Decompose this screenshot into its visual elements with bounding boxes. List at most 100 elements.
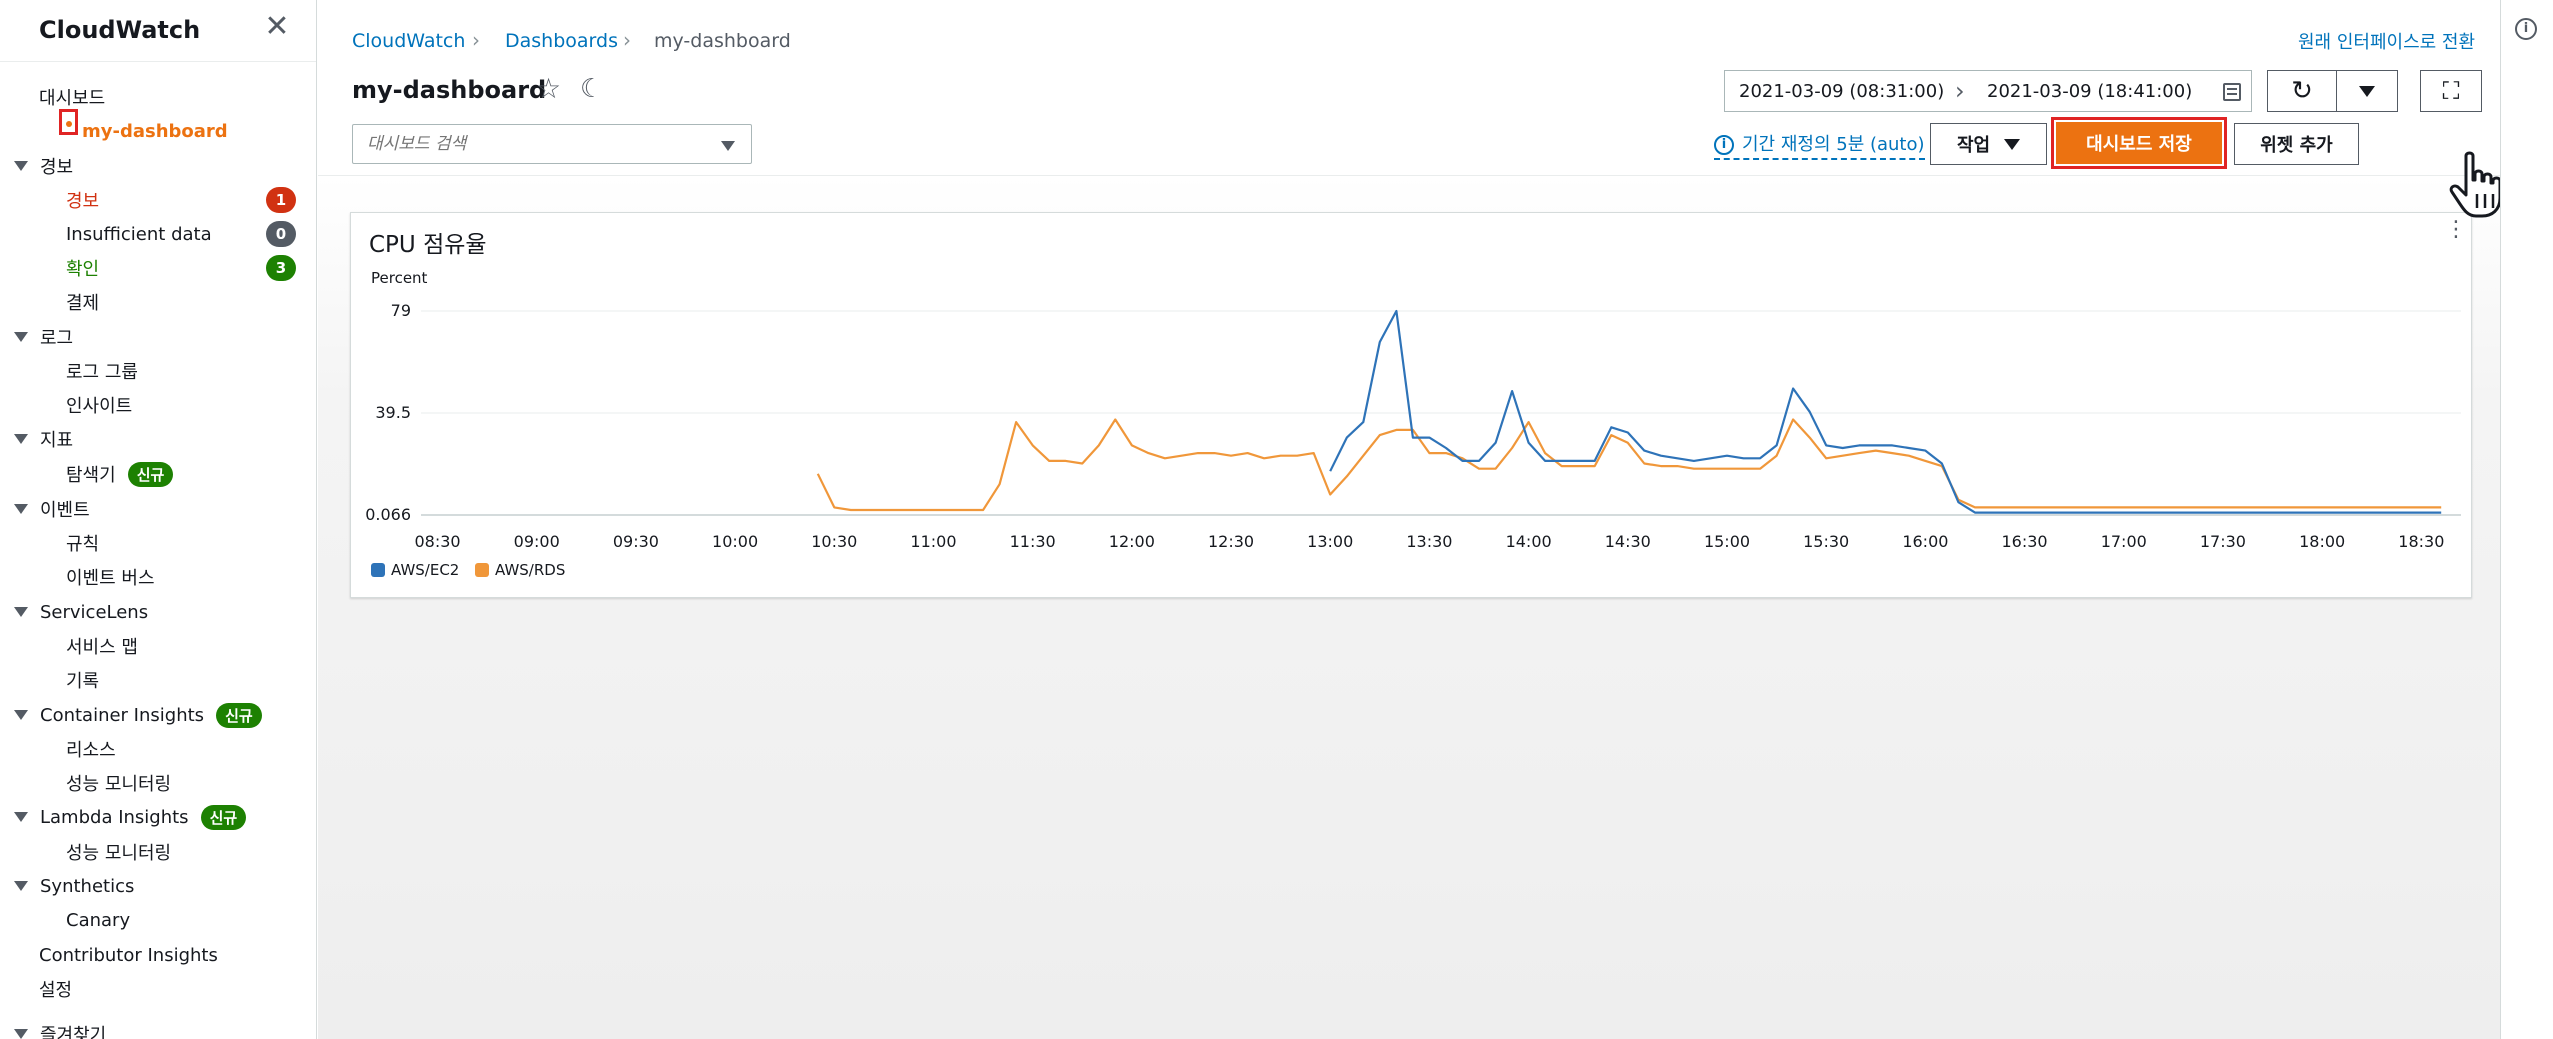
legend-label: AWS/RDS [495, 561, 566, 579]
sidebar-item[interactable]: 경보 [14, 151, 73, 181]
sidebar-item[interactable]: Contributor Insights [39, 940, 218, 970]
caret-down-icon[interactable] [14, 332, 28, 342]
x-tick-label: 12:30 [1208, 532, 1254, 551]
sidebar-item-label: 확인 [66, 259, 100, 280]
sidebar-item[interactable]: 설정 [39, 974, 72, 1004]
sidebar-item-label: 서비스 맵 [66, 637, 138, 658]
sidebar-item[interactable]: Canary [66, 905, 130, 935]
sidebar-item[interactable]: 이벤트 [14, 494, 90, 524]
caret-down-icon[interactable] [14, 161, 28, 171]
actions-label: 작업 [1956, 135, 1991, 156]
time-end[interactable]: 2021-03-09 (18:41:00) [1987, 81, 2193, 102]
sidebar-item-label: 대시보드 [39, 88, 106, 109]
sidebar-item[interactable]: 인사이트 [66, 390, 132, 420]
sidebar-item-label: ServiceLens [40, 601, 149, 623]
caret-down-icon[interactable] [14, 434, 28, 444]
refresh-button[interactable]: ↻ [2267, 70, 2337, 112]
sidebar-item[interactable]: 서비스 맵 [66, 631, 138, 661]
sidebar-item[interactable]: 성능 모니터링 [66, 837, 171, 867]
dashboard-header: CloudWatch › Dashboards › my-dashboard 원… [318, 0, 2500, 176]
sidebar-item-label: 이벤트 버스 [66, 568, 155, 589]
sidebar-item-label: 지표 [40, 430, 74, 451]
info-icon[interactable]: i [2515, 18, 2537, 40]
sidebar-item[interactable]: Lambda Insights 신규 [14, 802, 247, 832]
sidebar-item[interactable]: 로그 [14, 322, 73, 352]
sidebar-item-label: 로그 [40, 328, 74, 349]
x-tick-label: 16:30 [2002, 532, 2048, 551]
sidebar-item[interactable]: 지표 [14, 424, 73, 454]
close-icon[interactable]: ✕ [264, 9, 290, 44]
x-tick-label: 16:00 [1902, 532, 1948, 551]
x-tick-label: 14:30 [1605, 532, 1651, 551]
dashboard-search[interactable] [352, 124, 752, 164]
x-tick-label: 10:00 [712, 532, 758, 551]
chevron-right-icon: › [1955, 77, 1965, 105]
sidebar-item[interactable]: 성능 모니터링 [66, 768, 171, 798]
sidebar-item-label: 결제 [66, 293, 100, 314]
new-badge: 신규 [200, 804, 247, 830]
caret-down-icon[interactable] [14, 881, 28, 891]
search-input[interactable] [367, 132, 707, 156]
x-tick-label: 12:00 [1109, 532, 1155, 551]
sidebar-item[interactable]: 확인 [66, 253, 99, 283]
sidebar-item[interactable]: Synthetics [14, 871, 134, 901]
main-content: CloudWatch › Dashboards › my-dashboard 원… [318, 0, 2502, 1039]
sidebar-item-label: 경보 [66, 191, 100, 212]
sidebar-item[interactable]: 경보 [66, 185, 99, 215]
sidebar-item[interactable]: Insufficient data [66, 219, 212, 249]
breadcrumb-dashboards[interactable]: Dashboards [505, 30, 618, 52]
x-tick-label: 11:00 [910, 532, 956, 551]
count-badge: 3 [266, 255, 296, 281]
caret-down-icon[interactable] [14, 504, 28, 514]
legend-item-rds[interactable]: AWS/RDS [475, 561, 565, 579]
period-label: 기간 재정의 5분 (auto) [1742, 134, 1925, 155]
x-tick-label: 14:00 [1506, 532, 1552, 551]
time-start[interactable]: 2021-03-09 (08:31:00) [1739, 81, 1945, 102]
sidebar-item[interactable]: 탐색기 신규 [66, 459, 174, 489]
fullscreen-button[interactable]: ⛶ [2420, 70, 2482, 112]
sidebar-item[interactable]: Container Insights 신규 [14, 700, 262, 730]
sidebar-item[interactable]: 즐겨찾기 [14, 1019, 106, 1039]
sidebar-title: CloudWatch [39, 16, 201, 44]
refresh-options-button[interactable] [2336, 70, 2398, 112]
caret-down-icon[interactable] [14, 1029, 28, 1039]
sidebar-item[interactable]: 이벤트 버스 [66, 562, 155, 592]
calendar-icon[interactable] [2223, 83, 2241, 101]
time-range-picker[interactable]: 2021-03-09 (08:31:00) › 2021-03-09 (18:4… [1724, 70, 2252, 112]
caret-down-icon[interactable] [14, 710, 28, 720]
save-dashboard-button[interactable]: 대시보드 저장 [2056, 122, 2222, 164]
caret-down-icon[interactable] [14, 607, 28, 617]
legend-swatch [371, 563, 385, 577]
new-badge: 신규 [216, 702, 262, 728]
x-tick-label: 08:30 [414, 532, 460, 551]
x-tick-label: 17:00 [2101, 532, 2147, 551]
switch-interface-link[interactable]: 원래 인터페이스로 전환 [2298, 32, 2476, 53]
sidebar-item-label: my-dashboard [82, 120, 228, 142]
sidebar-item[interactable]: 로그 그룹 [66, 356, 138, 386]
x-tick-label: 11:30 [1010, 532, 1056, 551]
period-override-link[interactable]: i 기간 재정의 5분 (auto) [1714, 130, 1925, 160]
sidebar-item[interactable]: ServiceLens [14, 597, 148, 627]
moon-icon[interactable]: ☾ [580, 74, 604, 104]
sidebar-item[interactable]: 규칙 [66, 528, 99, 558]
star-icon[interactable]: ☆ [536, 72, 562, 105]
actions-button[interactable]: 작업 [1930, 123, 2047, 165]
widget-title: CPU 점유율 [369, 232, 487, 258]
sidebar-item[interactable]: 리소스 [66, 734, 116, 764]
caret-down-icon [2004, 138, 2021, 150]
sidebar-item[interactable]: my-dashboard [82, 116, 228, 146]
chevron-down-icon[interactable] [721, 141, 735, 151]
sidebar-item[interactable]: 대시보드 [39, 82, 105, 112]
breadcrumb-cloudwatch[interactable]: CloudWatch [352, 30, 466, 52]
sidebar-item[interactable]: 결제 [66, 287, 99, 317]
legend-item-ec2[interactable]: AWS/EC2 [371, 561, 459, 579]
x-tick-label: 18:00 [2299, 532, 2345, 551]
y-tick-label: 79 [391, 301, 411, 320]
caret-down-icon[interactable] [14, 812, 28, 822]
add-widget-button[interactable]: 위젯 추가 [2234, 123, 2359, 165]
sidebar-item[interactable]: 기록 [66, 665, 99, 695]
highlight-box [59, 109, 78, 135]
series-line-ec2 [1329, 309, 2442, 514]
caret-down-icon [2359, 85, 2375, 97]
